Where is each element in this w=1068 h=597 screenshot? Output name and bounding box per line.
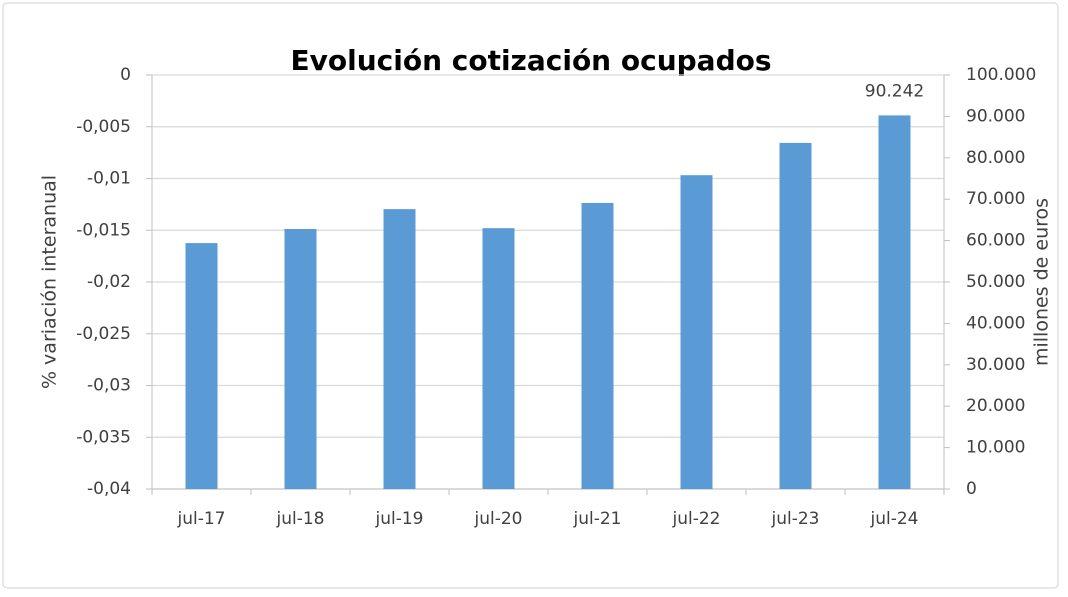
y2-axis-title: millones de euros	[1031, 198, 1053, 366]
y-tick-label: -0,04	[87, 479, 131, 499]
y2-tick-label: 40.000	[966, 313, 1025, 333]
data-label: 90.242	[865, 81, 924, 101]
y2-tick-label: 30.000	[966, 355, 1025, 375]
bar	[878, 115, 911, 489]
y-tick-label: -0,025	[76, 324, 131, 344]
y2-tick-label: 80.000	[966, 148, 1025, 168]
y-tick-label: -0,03	[87, 376, 131, 396]
x-tick-label: jul-19	[375, 509, 424, 529]
bar	[779, 142, 812, 489]
y2-tick-label: 90.000	[966, 106, 1025, 126]
y-tick-label: -0,01	[87, 169, 131, 189]
x-tick-label: jul-23	[771, 509, 820, 529]
bar	[284, 229, 317, 489]
bar	[581, 202, 614, 489]
x-tick-label: jul-20	[474, 509, 523, 529]
bar	[185, 243, 218, 489]
bar	[482, 228, 515, 489]
y2-tick-label: 100.000	[966, 65, 1036, 85]
x-tick-label: jul-21	[573, 509, 622, 529]
y2-tick-label: 10.000	[966, 438, 1025, 458]
y2-tick-label: 60.000	[966, 231, 1025, 251]
y-tick-label: -0,015	[76, 220, 131, 240]
y2-tick-label: 70.000	[966, 189, 1025, 209]
y-tick-label: -0,035	[76, 427, 131, 447]
x-tick-label: jul-24	[870, 509, 919, 529]
x-tick-label: jul-17	[177, 509, 226, 529]
x-tick-label: jul-18	[276, 509, 325, 529]
bar	[680, 175, 713, 490]
y2-tick-label: 0	[966, 479, 977, 499]
x-tick-label: jul-22	[672, 509, 721, 529]
y-tick-label: 0	[120, 65, 131, 85]
chart-title: Evolución cotización ocupados	[290, 44, 771, 77]
y2-tick-label: 20.000	[966, 396, 1025, 416]
y-tick-label: -0,005	[76, 117, 131, 137]
y2-tick-label: 50.000	[966, 272, 1025, 292]
y-axis-title: % variación interanual	[39, 175, 61, 389]
bar	[383, 209, 416, 490]
y-tick-label: -0,02	[87, 272, 131, 292]
